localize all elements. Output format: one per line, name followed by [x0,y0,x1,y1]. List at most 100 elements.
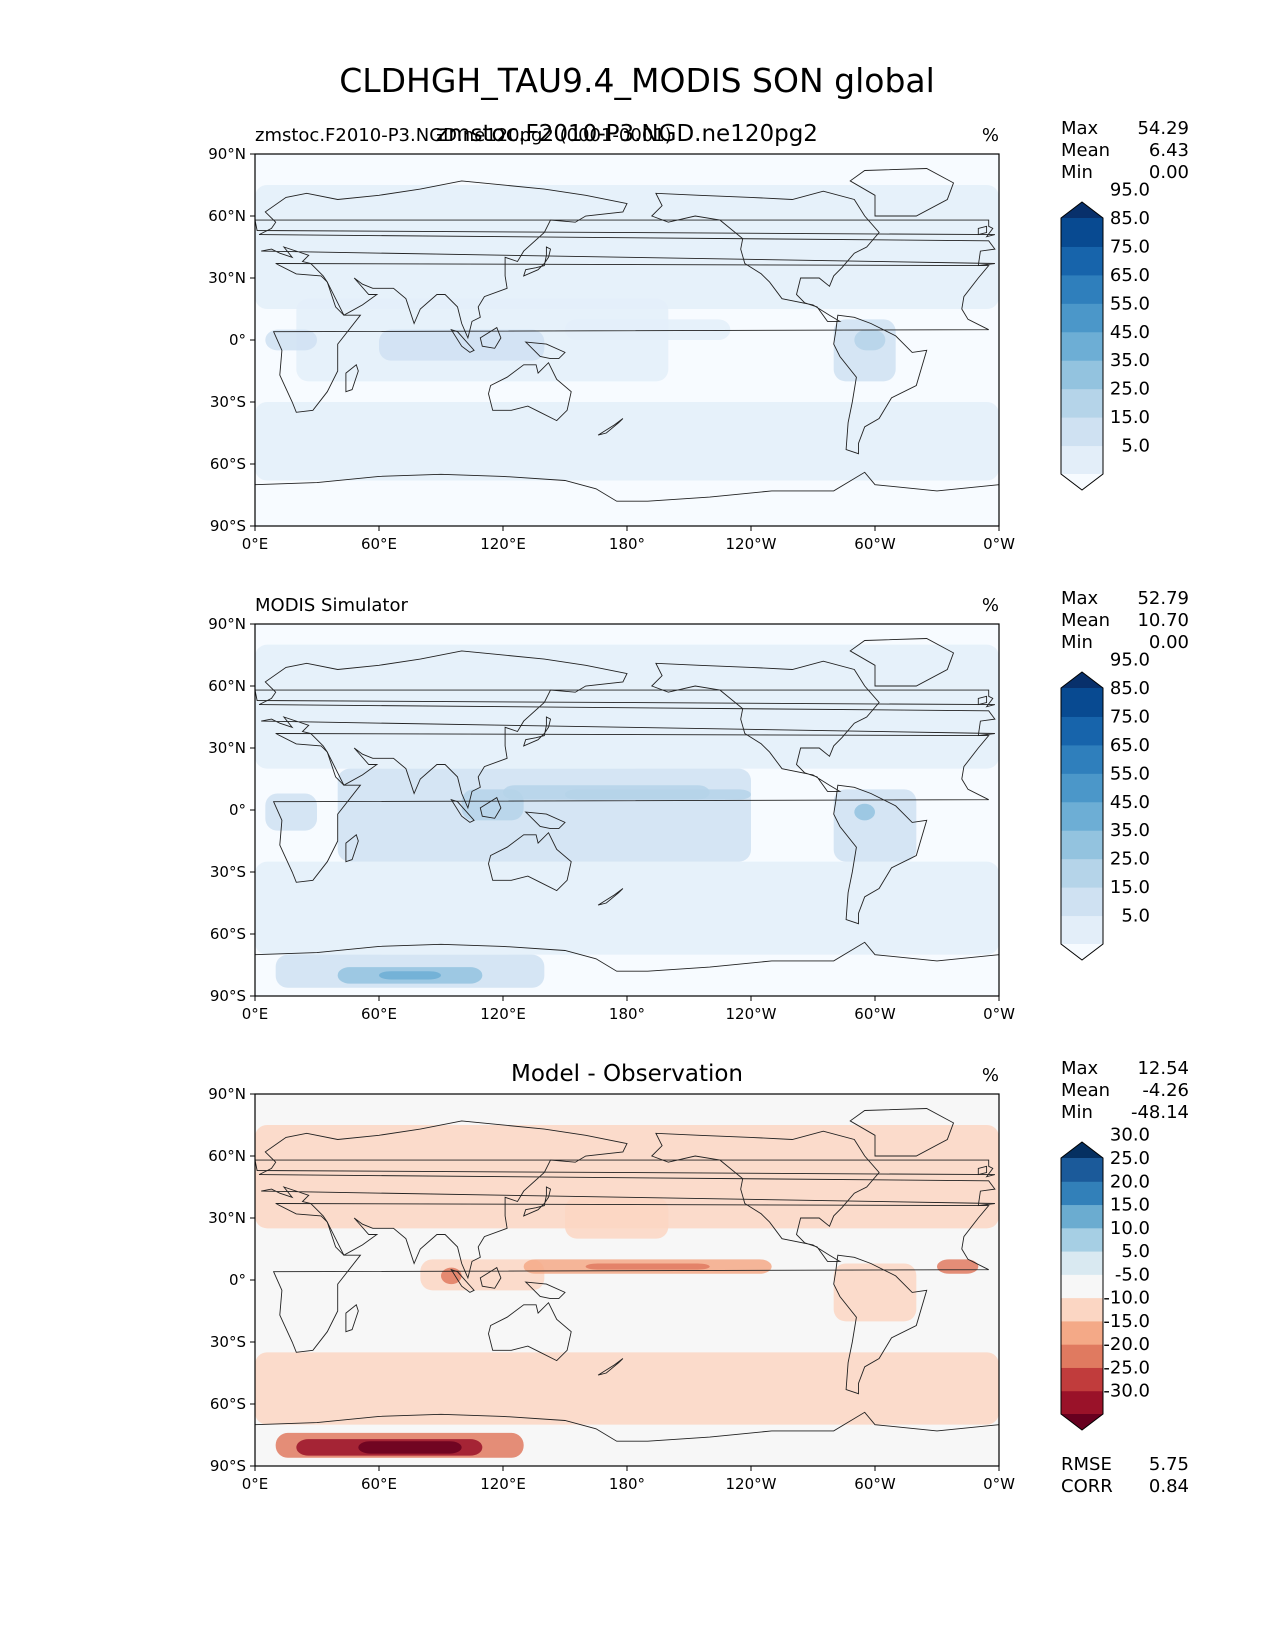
colorbar-label: 10.0 [1110,1218,1150,1239]
colorbar-box [1061,1227,1103,1252]
x-tick-label: 60°W [854,535,896,553]
field-patch [358,1441,462,1454]
colorbar-box [1061,218,1103,247]
coastline [479,796,502,819]
stat-label: Min [1061,632,1093,653]
colorbar-label: 35.0 [1110,820,1150,841]
stat-label: Mean [1061,140,1110,161]
field-patch [379,971,441,980]
x-tick-label: 0°W [983,1005,1015,1023]
colorbar-extend-min [1061,1414,1103,1430]
stat-label: Min [1061,1102,1093,1123]
colorbar-label: 15.0 [1110,877,1150,898]
metric-value: 5.75 [1149,1454,1189,1475]
colorbar-label: 65.0 [1110,265,1150,286]
x-tick-label: 120°W [726,1475,777,1493]
colorbar-box [1061,1181,1103,1206]
colorbar-box [1061,1158,1103,1182]
y-tick-label: 60°N [208,207,246,225]
field-patch [337,768,751,862]
colorbar-test: 5.0 15.0 25.0 35.0 45.0 55.0 65.0 75.0 85.0 95.0 [1060,180,1150,491]
stat-label: Max [1061,118,1099,139]
colorbar-box [1061,360,1103,390]
colorbar-label: 25.0 [1110,1148,1150,1169]
colorbar-label: 25.0 [1110,849,1150,870]
colorbar-label: -5.0 [1115,1264,1150,1285]
y-tick-label: 90°S [210,517,246,535]
stat-value: 10.70 [1137,610,1189,631]
y-tick-label: 0° [229,801,246,819]
colorbar-label: 95.0 [1110,650,1150,671]
coastline [597,888,624,906]
coastline [833,784,928,925]
y-tick-label: 60°N [208,1147,246,1165]
field-patch [379,329,545,361]
colorbar-extend-max [1061,1142,1103,1158]
colorbar-box [1061,1297,1103,1322]
coastline [488,1301,572,1362]
colorbar-outline [1060,1141,1104,1431]
field-patch [265,793,317,831]
stat-value: -4.26 [1142,1080,1189,1101]
colorbar-box [1061,388,1103,418]
x-tick-label: 120°E [480,1005,526,1023]
coastline [849,638,955,687]
coastline [258,180,996,340]
x-tick-label: 60°E [361,1475,397,1493]
field-patch [265,329,317,351]
x-tick-label: 0°W [983,535,1015,553]
stat-value: -48.14 [1131,1102,1189,1123]
stat-label: Mean [1061,610,1110,631]
colorbar-extend-min [1061,944,1103,960]
field-difference [255,1094,999,1466]
panel-left-title: MODIS Simulator [255,595,408,616]
map-panel-difference: 0°E 60°E 120°E 180° 120°W 60°W 0°W 90°N 60°N 30°N… [208,1058,1189,1497]
x-tick-label: 60°E [361,535,397,553]
y-tick-label: 30°S [210,393,246,411]
stat-value: 6.43 [1149,140,1189,161]
stat-label: Max [1061,1058,1099,1079]
x-tick-label: 0°E [242,1475,269,1493]
colorbar-box [1061,1390,1103,1415]
field-patch [255,644,999,769]
colorbar-box [1061,274,1103,304]
colorbar-label: -10.0 [1103,1288,1150,1309]
coastline [849,1108,955,1157]
colorbar-box [1061,445,1103,475]
colorbar-label: 75.0 [1110,706,1150,727]
field-test [255,154,999,526]
coastline [522,246,552,277]
colorbar-box [1061,417,1103,447]
colorbar-label: 55.0 [1110,293,1150,314]
x-tick-label: 0°E [242,535,269,553]
coastline [450,328,475,353]
colorbar-extend-max [1061,202,1103,218]
colorbar-label: -15.0 [1103,1311,1150,1332]
coastline [272,1203,990,1353]
colorbar-box [1061,744,1103,774]
colorbar-label: 25.0 [1110,379,1150,400]
coastline [255,1159,996,1178]
field-patch [565,789,751,800]
y-tick-label: 30°N [208,269,246,287]
coastline [272,263,990,413]
colorbar-box [1061,303,1103,333]
metric-value: 0.84 [1149,1476,1189,1497]
coastline [345,1304,359,1333]
y-tick-label: 30°S [210,863,246,881]
coastline [597,1358,624,1376]
panel-units: % [982,595,999,616]
y-tick-label: 90°N [208,145,246,163]
coastline [650,660,880,792]
colorbar-box [1061,887,1103,917]
y-tick-label: 90°S [210,987,246,1005]
colorbar-label: -20.0 [1103,1334,1150,1355]
colorbar-extend-min [1061,474,1103,490]
stat-value: 0.00 [1149,162,1189,183]
y-tick-label: 0° [229,331,246,349]
coastline [597,418,624,436]
colorbar-label: 45.0 [1110,792,1150,813]
coastline [255,689,996,708]
stat-value: 12.54 [1137,1058,1189,1079]
